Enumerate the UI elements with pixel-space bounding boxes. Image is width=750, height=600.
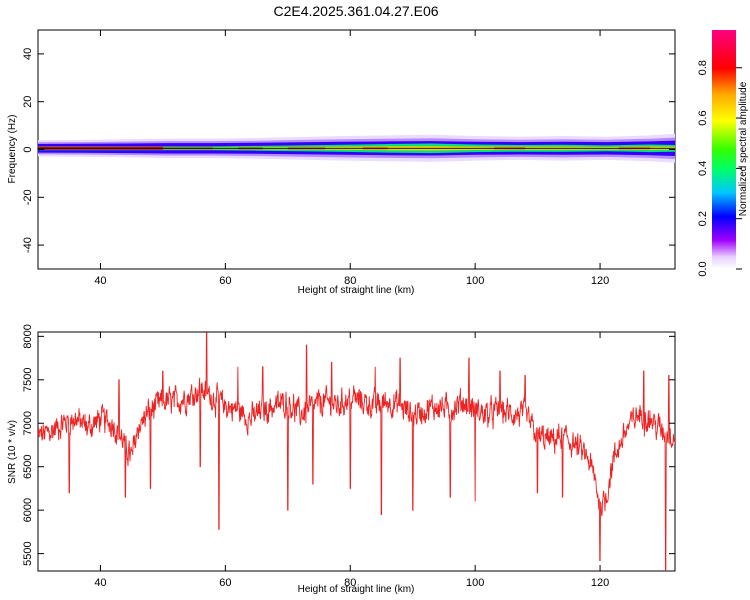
spectrogram-xtick-label: 100: [466, 275, 484, 287]
snr-ytick-label: 7000: [22, 411, 34, 435]
snr-y-label: SNR (10 * v/v): [7, 420, 18, 484]
snr-ytick-label: 7500: [22, 368, 34, 392]
snr-panel: 40 60 80 100 120 8000 7500 7000 6500 6000 5500 Hei…: [7, 324, 676, 595]
snr-plot-area: [37, 331, 676, 572]
spectrogram-y-label: Frequency (Hz): [7, 115, 18, 184]
colorbar-gradient: [712, 30, 736, 269]
colorbar-label: Normalized spectral amplitude: [738, 81, 749, 216]
figure-title: C2E4.2025.361.04.27.E06: [273, 3, 438, 19]
spectrogram-ytick-label: 20: [22, 96, 34, 108]
spectrogram-xtick-label: 60: [219, 275, 231, 287]
colorbar: 0.0 0.2 0.4 0.6 0.8 Normalized spectral ampl…: [697, 30, 749, 277]
spectrogram-panel: 40 60 80 100 120 40 20 0 -20 -40 Height of straig…: [7, 29, 676, 296]
colorbar-tick-label: 0.2: [697, 211, 709, 226]
spectrogram-xtick-label: 120: [591, 275, 609, 287]
colorbar-tick-label: 0.4: [697, 161, 709, 176]
spectrogram-ytick-label: -40: [22, 237, 34, 253]
colorbar-tick-label: 0.8: [697, 60, 709, 75]
spectrogram-ytick-label: 40: [22, 48, 34, 60]
snr-ytick-label: 6500: [22, 454, 34, 478]
snr-ytick-label: 6000: [22, 498, 34, 522]
snr-xtick-label: 100: [466, 577, 484, 589]
snr-series-line: [38, 332, 675, 571]
snr-xtick-label: 120: [591, 577, 609, 589]
spectrogram-xtick-label: 40: [94, 275, 106, 287]
spectrogram-x-label: Height of straight line (km): [298, 285, 415, 296]
snr-ytick-label: 8000: [22, 324, 34, 348]
snr-x-label: Height of straight line (km): [298, 584, 415, 595]
colorbar-tick-label: 0.6: [697, 110, 709, 125]
snr-xtick-label: 40: [94, 577, 106, 589]
snr-xtick-label: 80: [344, 577, 356, 589]
spectrogram-xtick-label: 80: [344, 275, 356, 287]
snr-ytick-label: 5500: [22, 541, 34, 565]
snr-xtick-label: 60: [219, 577, 231, 589]
spectrogram-ytick-label: 0: [22, 146, 34, 152]
colorbar-tick-label: 0.0: [697, 261, 709, 276]
spectrogram-ytick-label: -20: [22, 189, 34, 205]
